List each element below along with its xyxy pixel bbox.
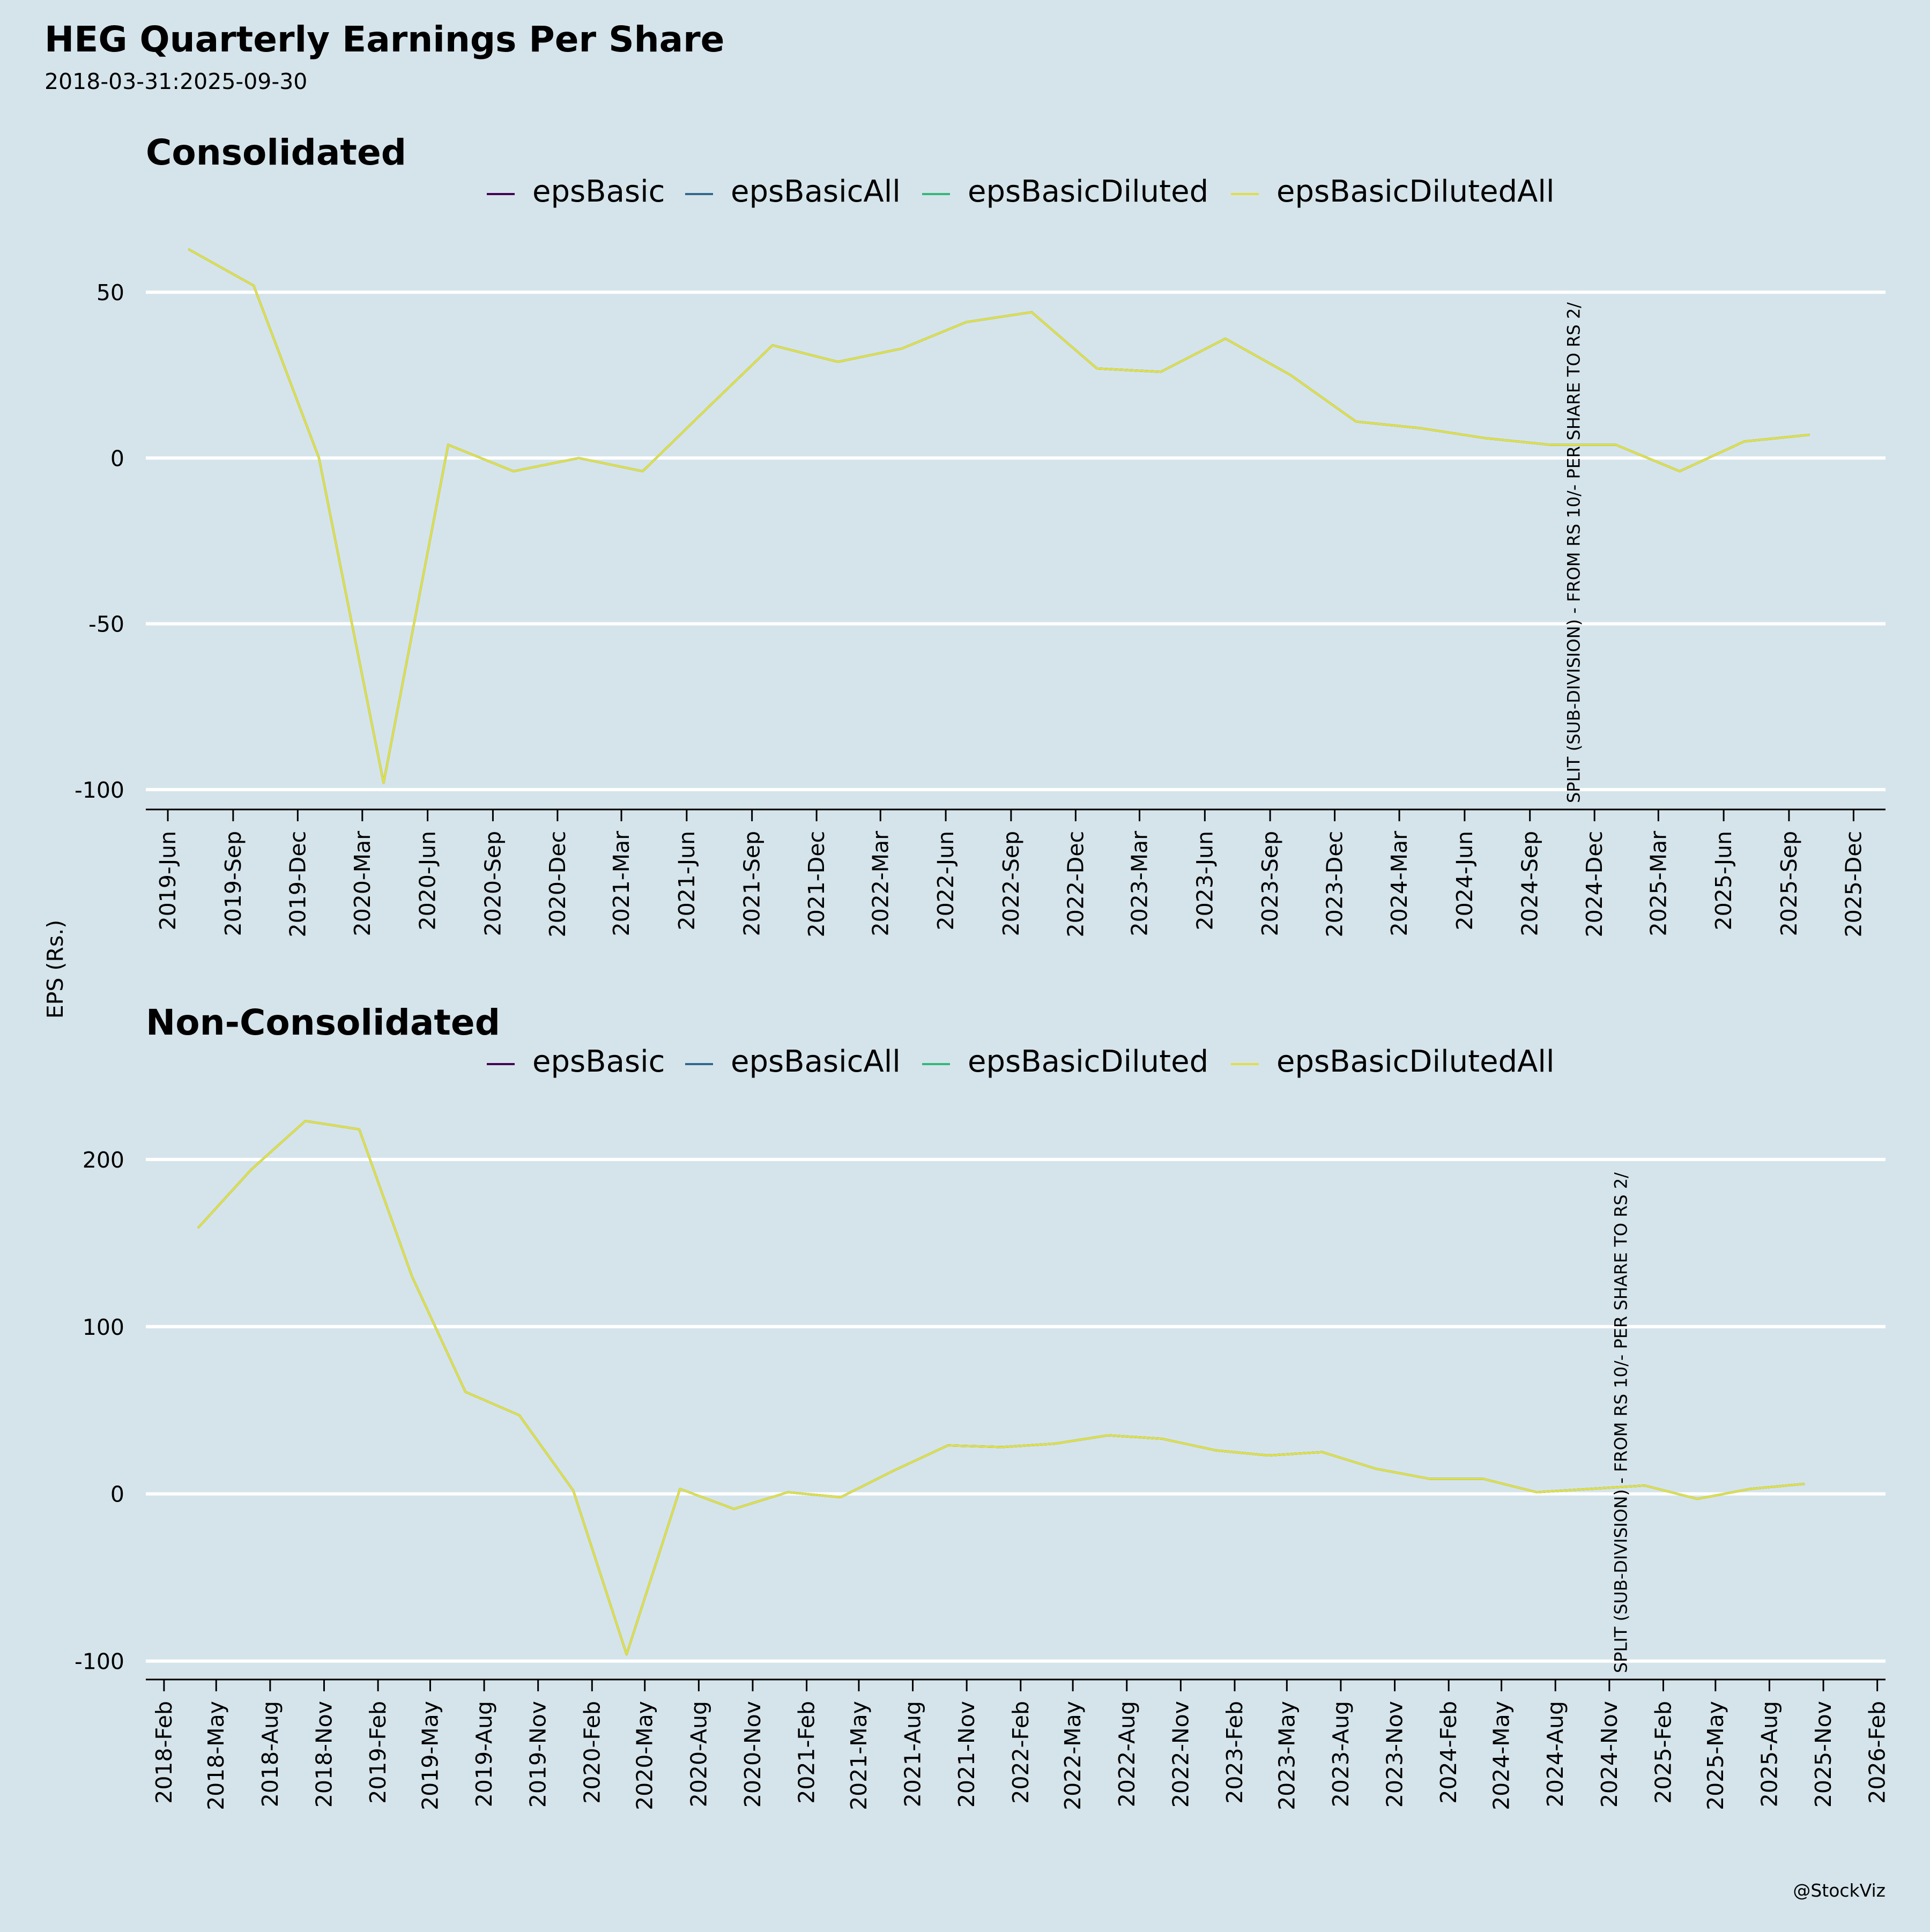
y-tick-label: -50 [88,612,124,637]
y-tick-label: 0 [110,1482,124,1507]
series-line-epsBasicDilutedAll [188,248,1810,784]
x-tick-label: 2019-Jun [155,831,181,930]
x-tick-label: 2018-Feb [151,1701,177,1804]
x-tick-label: 2022-May [1060,1701,1086,1810]
x-tick-label: 2020-Mar [350,831,375,937]
x-tick-label: 2024-Sep [1517,831,1543,936]
x-tick-label: 2020-Sep [480,831,506,936]
legend-label: epsBasic [532,1044,665,1079]
x-tick-label: 2025-Dec [1840,831,1866,937]
x-tick-label: 2023-Sep [1257,831,1283,936]
x-tick-label: 2023-Dec [1322,831,1348,937]
x-tick-label: 2021-Jun [674,831,700,930]
x-tick-label: 2024-Aug [1542,1701,1568,1807]
x-tick-label: 2021-Dec [804,831,829,937]
x-tick-label: 2021-Aug [900,1701,926,1807]
x-tick-label: 2022-Feb [1008,1701,1034,1804]
x-tick-label: 2025-Jun [1711,831,1736,930]
x-tick-label: 2022-Dec [1063,831,1088,937]
x-tick-label: 2025-Sep [1776,831,1802,936]
x-tick-label: 2023-Feb [1222,1701,1248,1804]
x-tick-label: 2021-May [846,1701,872,1810]
x-tick-label: 2019-Nov [525,1701,551,1808]
page-subtitle: 2018-03-31:2025-09-30 [44,69,307,94]
x-tick-label: 2018-Nov [311,1701,337,1808]
legend-label: epsBasicAll [731,1044,901,1079]
x-tick-label: 2018-Aug [257,1701,283,1807]
series-line-epsBasicDilutedAll [197,1120,1805,1656]
x-tick-label: 2024-Nov [1597,1701,1622,1808]
legend-label: epsBasicDilutedAll [1276,174,1555,209]
page-title: HEG Quarterly Earnings Per Share [44,19,724,60]
x-tick-label: 2019-Dec [285,831,310,937]
x-tick-label: 2021-Feb [794,1701,820,1804]
x-tick-label: 2020-Dec [545,831,570,937]
x-tick-label: 2020-Jun [415,831,441,930]
x-tick-label: 2023-Jun [1192,831,1218,930]
x-tick-label: 2024-May [1489,1701,1515,1810]
y-axis-label: EPS (Rs.) [42,920,68,1019]
x-tick-label: 2024-Jun [1452,831,1478,930]
x-tick-label: 2023-Aug [1328,1701,1354,1807]
y-tick-label: -100 [75,1649,124,1675]
panel-title: Non-Consolidated [146,1002,500,1043]
y-tick-label: 100 [83,1314,124,1340]
y-tick-label: 50 [96,280,124,306]
x-tick-label: 2021-Sep [739,831,765,936]
x-tick-label: 2019-Sep [220,831,246,936]
x-tick-label: 2025-Feb [1650,1701,1676,1804]
x-tick-label: 2023-Nov [1382,1701,1408,1808]
chart-panels: Consolidated epsBasic epsBasicAll epsBasicD… [75,132,1890,1810]
x-tick-label: 2024-Dec [1582,831,1607,937]
x-tick-label: 2019-Feb [365,1701,391,1804]
chart-panel-1: Non-Consolidated epsBasic epsBasicAll epsBa… [75,1002,1890,1810]
legend-label: epsBasicDiluted [968,1044,1208,1079]
x-tick-label: 2021-Nov [954,1701,979,1808]
x-tick-label: 2019-Aug [471,1701,497,1807]
credit-label: @StockViz [1793,1880,1886,1901]
split-annotation: SPLIT (SUB-DIVISION) - FROM RS 10/- PER … [1611,1172,1631,1673]
legend-label: epsBasicDiluted [968,174,1208,209]
y-tick-label: -100 [75,777,124,803]
x-tick-label: 2024-Feb [1436,1701,1461,1804]
x-tick-label: 2021-Mar [608,831,634,937]
x-tick-label: 2025-May [1703,1701,1728,1810]
y-tick-label: 0 [110,445,124,471]
split-annotation: SPLIT (SUB-DIVISION) - FROM RS 10/- PER … [1563,302,1584,803]
legend-label: epsBasic [532,174,665,209]
x-tick-label: 2020-Feb [579,1701,605,1804]
chart-panel-0: Consolidated epsBasic epsBasicAll epsBasicD… [75,132,1886,937]
x-tick-label: 2022-Nov [1168,1701,1193,1808]
y-tick-label: 200 [83,1147,124,1173]
x-tick-label: 2020-Nov [740,1701,766,1808]
x-tick-label: 2020-May [632,1701,658,1810]
x-tick-label: 2022-Aug [1114,1701,1140,1807]
x-tick-label: 2023-Mar [1127,831,1153,937]
x-tick-label: 2018-May [203,1701,229,1810]
x-tick-label: 2026-Feb [1865,1701,1890,1804]
x-tick-label: 2022-Jun [933,831,959,930]
x-tick-label: 2025-Mar [1645,831,1671,937]
panel-title: Consolidated [146,132,406,173]
x-tick-label: 2022-Mar [867,831,893,937]
x-tick-label: 2023-May [1274,1701,1300,1810]
legend-label: epsBasicDilutedAll [1276,1044,1555,1079]
x-tick-label: 2022-Sep [998,831,1024,936]
x-tick-label: 2025-Nov [1810,1701,1836,1808]
x-tick-label: 2024-Mar [1386,831,1412,937]
legend-label: epsBasicAll [731,174,901,209]
x-tick-label: 2020-Aug [686,1701,711,1807]
x-tick-label: 2019-May [417,1701,443,1810]
x-tick-label: 2025-Aug [1756,1701,1782,1807]
